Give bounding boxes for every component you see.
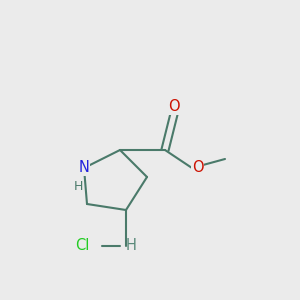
- Text: N: N: [79, 160, 89, 175]
- Text: O: O: [192, 160, 204, 175]
- Text: H: H: [126, 238, 137, 253]
- Text: H: H: [73, 179, 83, 193]
- Text: O: O: [168, 99, 180, 114]
- Text: Cl: Cl: [76, 238, 90, 253]
